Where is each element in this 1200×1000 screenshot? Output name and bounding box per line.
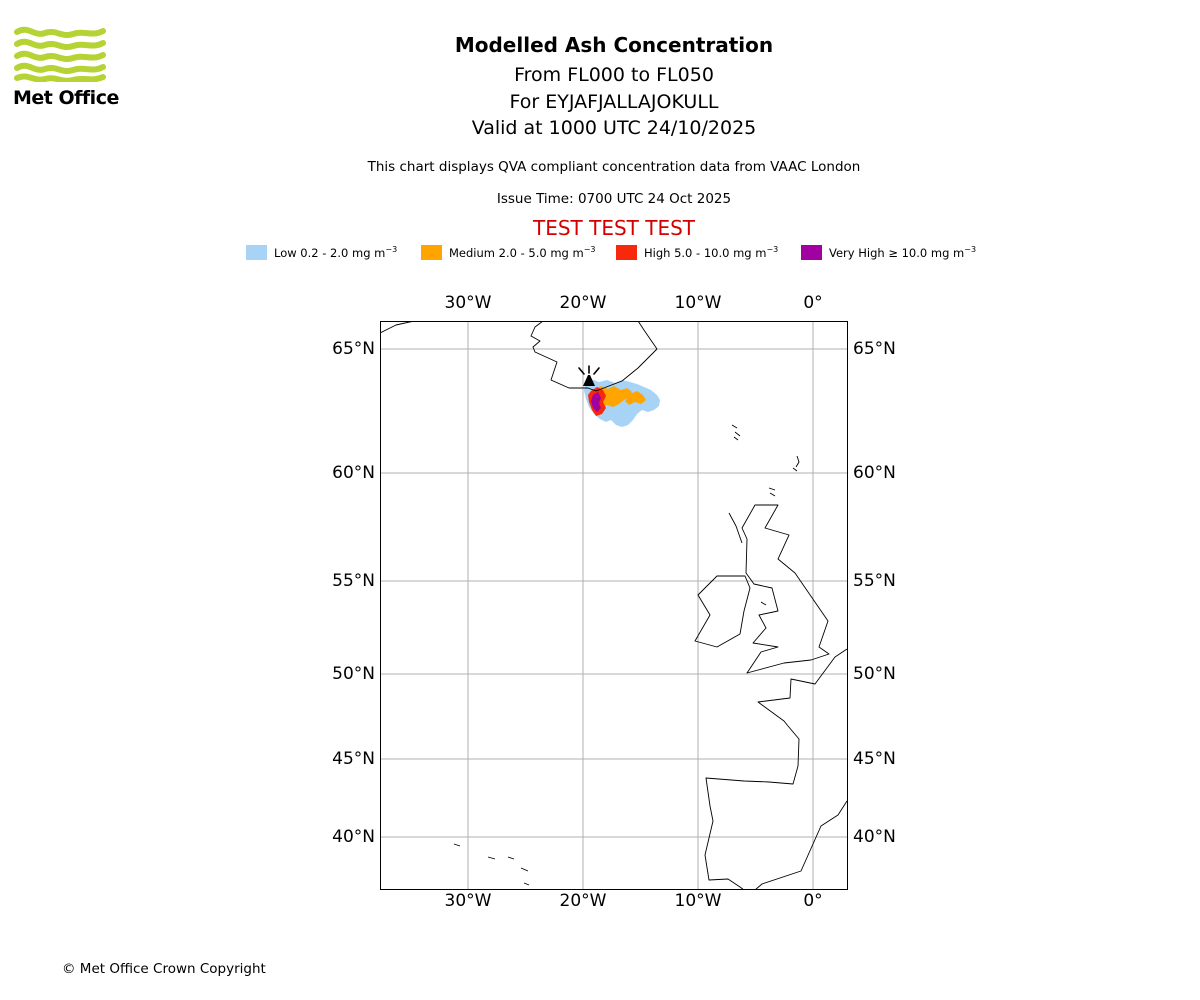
y-tick-right-40n: 40°N [853, 827, 896, 847]
plume-very-high [591, 392, 601, 412]
ash-plume [584, 379, 660, 427]
met-office-logo-waves-icon [14, 26, 106, 82]
y-tick-right-45n: 45°N [853, 749, 896, 769]
coast-continent-atlantic [704, 648, 848, 890]
legend-swatch-high [616, 245, 637, 260]
x-tick-bottom-20w: 20°W [559, 891, 607, 911]
coast-ireland [694, 575, 751, 648]
y-tick-left-40n: 40°N [332, 827, 375, 847]
x-tick-top-30w: 30°W [444, 293, 492, 313]
x-tick-top-0: 0° [803, 293, 823, 313]
copyright-notice: © Met Office Crown Copyright [62, 961, 266, 977]
volcano-icon [578, 365, 600, 386]
legend-label-low: Low 0.2 - 2.0 mg m−3 [274, 245, 398, 260]
x-tick-top-10w: 10°W [674, 293, 722, 313]
x-tick-bottom-30w: 30°W [444, 891, 492, 911]
legend-swatch-low [246, 245, 267, 260]
x-tick-top-20w: 20°W [559, 293, 607, 313]
y-tick-left-50n: 50°N [332, 664, 375, 684]
met-office-wordmark: Met Office [13, 87, 119, 109]
issue-time: Issue Time: 0700 UTC 24 Oct 2025 [496, 191, 732, 207]
legend-label-very-high: Very High ≥ 10.0 mg m−3 [829, 245, 977, 260]
coast-great-britain [741, 504, 830, 674]
legend-label-medium: Medium 2.0 - 5.0 mg m−3 [449, 245, 596, 260]
page-title: Modelled Ash Concentration [454, 33, 774, 57]
y-tick-right-50n: 50°N [853, 664, 896, 684]
coast-iberia-mediterranean [754, 800, 848, 890]
y-tick-left-60n: 60°N [332, 463, 375, 483]
volcano-name: For EYJAFJALLAJOKULL [509, 91, 719, 113]
valid-time: Valid at 1000 UTC 24/10/2025 [471, 117, 757, 139]
coast-greenland-sliver [380, 321, 415, 334]
y-tick-right-65n: 65°N [853, 339, 896, 359]
y-tick-right-60n: 60°N [853, 463, 896, 483]
plume-medium-east-lobe [625, 391, 646, 405]
x-tick-bottom-0: 0° [803, 891, 823, 911]
map [380, 321, 848, 890]
flight-level-range: From FL000 to FL050 [514, 64, 714, 86]
test-banner: TEST TEST TEST [532, 216, 695, 240]
x-tick-bottom-10w: 10°W [674, 891, 722, 911]
map-border [380, 321, 848, 890]
y-tick-left-55n: 55°N [332, 571, 375, 591]
legend-item-high: High 5.0 - 10.0 mg m−3 [616, 244, 778, 261]
coast-small-islands [453, 424, 800, 886]
legend-swatch-very-high [801, 245, 822, 260]
legend-item-medium: Medium 2.0 - 5.0 mg m−3 [421, 244, 596, 261]
y-tick-left-45n: 45°N [332, 749, 375, 769]
graticule-grid [380, 321, 848, 890]
y-tick-right-55n: 55°N [853, 571, 896, 591]
coast-iceland [530, 321, 658, 392]
qva-note: This chart displays QVA compliant concen… [367, 159, 861, 175]
y-tick-left-65n: 65°N [332, 339, 375, 359]
legend-item-very-high: Very High ≥ 10.0 mg m−3 [801, 244, 976, 261]
legend-item-low: Low 0.2 - 2.0 mg m−3 [246, 244, 397, 261]
legend-swatch-medium [421, 245, 442, 260]
legend-label-high: High 5.0 - 10.0 mg m−3 [644, 245, 779, 260]
coastlines [380, 321, 848, 890]
